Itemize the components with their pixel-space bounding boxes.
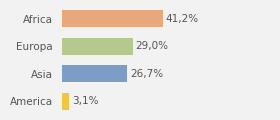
Bar (62, 65, 127, 82)
Text: 41,2%: 41,2% (165, 14, 199, 24)
Bar (62, 93, 69, 110)
Bar (62, 38, 133, 55)
Text: 29,0%: 29,0% (136, 41, 169, 51)
Text: 3,1%: 3,1% (72, 96, 98, 106)
Bar (62, 10, 163, 27)
Text: 26,7%: 26,7% (130, 69, 163, 79)
